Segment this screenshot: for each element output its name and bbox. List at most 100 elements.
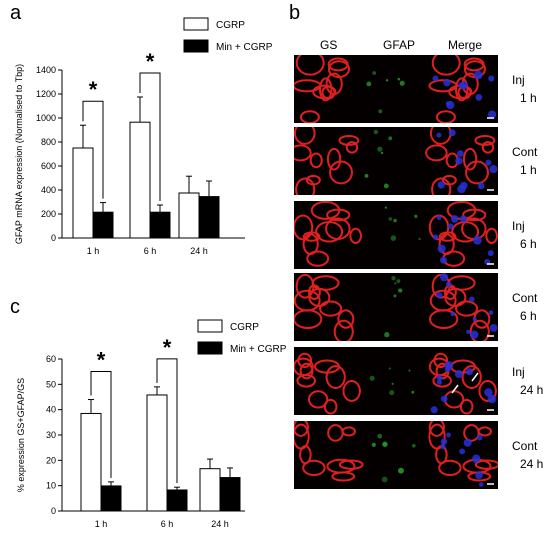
merge-gs-cell (441, 174, 457, 186)
dapi-nucleus (489, 165, 498, 174)
gfap-signal (377, 146, 383, 152)
bar-min-cgrp (198, 196, 220, 239)
dapi-nucleus (459, 215, 468, 223)
x-tick-label: 6 h (144, 246, 157, 256)
y-tick-label: 800 (41, 137, 56, 147)
gs-cell (342, 380, 361, 402)
y-tick-label: 1200 (36, 89, 56, 99)
gs-cell (299, 445, 312, 465)
gs-cell (294, 127, 316, 145)
bar-min-cgrp (219, 477, 241, 512)
bar-cgrp (146, 394, 168, 512)
gs-cell (295, 177, 316, 195)
gfap-signal (364, 173, 369, 178)
merge-gs-cell (428, 421, 445, 437)
gs-cell (312, 84, 337, 100)
gs-cell (302, 231, 321, 242)
gfap-signal (418, 237, 421, 241)
y-tick-label: 1000 (36, 113, 56, 123)
gfap-signal (369, 375, 375, 381)
gfap-signal (398, 467, 404, 474)
gfap-signal (408, 369, 411, 372)
merge-gs-cell (431, 55, 461, 76)
gs-cell (338, 459, 364, 470)
micrograph-image (294, 201, 498, 269)
row-label-time: 1 h (520, 163, 537, 177)
micrograph-image (294, 421, 498, 489)
legend-swatch (197, 341, 223, 355)
merge-gs-cell (474, 459, 498, 470)
gs-cell (315, 220, 344, 243)
panel-letter-c: c (10, 296, 20, 318)
gfap-signal (382, 441, 388, 447)
dapi-nucleus (432, 75, 439, 82)
bar-cgrp (72, 147, 94, 239)
gs-cell (326, 147, 342, 171)
dapi-nucleus (437, 181, 445, 189)
significance-star: * (89, 77, 98, 102)
dapi-nucleus (440, 256, 448, 264)
legend-swatch (183, 17, 209, 31)
gs-cell (327, 60, 351, 79)
y-tick-label: 40 (46, 405, 56, 415)
y-tick-label: 30 (46, 430, 56, 440)
chart-a: 0 200 400 600 800 1000 1200 1400 GFAP mRNA expre… (14, 17, 273, 256)
merge-gs-cell (474, 135, 496, 146)
dapi-nucleus (433, 234, 439, 240)
gs-cell (299, 110, 320, 123)
gfap-signal (378, 109, 383, 114)
gs-cell (349, 227, 362, 244)
dapi-nucleus (436, 215, 442, 220)
dapi-nucleus (454, 370, 463, 378)
significance-star: * (97, 348, 106, 373)
gfap-signal (371, 442, 376, 447)
panel-letter-b: b (289, 2, 301, 24)
bar-min-cgrp (149, 211, 171, 239)
dapi-nucleus (487, 250, 494, 257)
y-tick-label: 1400 (36, 65, 56, 75)
dapi-nucleus (446, 432, 451, 438)
gs-cell (307, 390, 329, 409)
merge-gs-cell (454, 77, 469, 102)
dapi-nucleus (488, 75, 495, 82)
micrograph-row: Inj 24 h (294, 347, 550, 415)
gfap-signal (412, 444, 416, 448)
row-label-condition: Inj (512, 219, 525, 233)
significance-star: * (163, 335, 172, 360)
dapi-nucleus (450, 311, 455, 317)
micrograph-row: Inj 1 h (294, 55, 550, 123)
gfap-signal (391, 275, 396, 281)
bar-cgrp (80, 412, 102, 512)
gfap-signal (373, 129, 379, 135)
legend-swatch (197, 319, 223, 333)
merge-gs-cell (469, 319, 490, 341)
merge-gs-cell (485, 227, 498, 244)
gfap-signal (372, 71, 377, 75)
merge-gs-cell (438, 459, 462, 477)
gfap-signal (391, 382, 394, 385)
row-label-time: 6 h (520, 309, 537, 323)
y-tick-label: 0 (51, 233, 56, 243)
gfap-signal (366, 81, 372, 87)
merge-gs-cell (465, 160, 489, 185)
dapi-nucleus (447, 223, 454, 229)
gs-cell (299, 362, 314, 380)
micrograph-image (294, 273, 498, 341)
gfap-signal (385, 79, 389, 82)
merge-gs-cell (462, 208, 487, 222)
dapi-nucleus (472, 317, 477, 322)
dapi-nucleus (470, 330, 479, 339)
row-label-time: 1 h (520, 91, 537, 105)
significance-star: * (146, 49, 155, 74)
merge-gs-cell (432, 373, 452, 388)
merge-gs-cell (438, 231, 457, 242)
gfap-signal (384, 332, 390, 338)
dapi-nucleus (445, 281, 452, 288)
gs-cell (294, 214, 314, 241)
dapi-nucleus (430, 406, 438, 414)
y-tick-label: 50 (46, 379, 56, 389)
dapi-nucleus (440, 395, 448, 403)
gfap-signal (396, 279, 401, 283)
micrograph-row: Inj 6 h (294, 201, 550, 269)
dapi-nucleus (487, 394, 497, 404)
